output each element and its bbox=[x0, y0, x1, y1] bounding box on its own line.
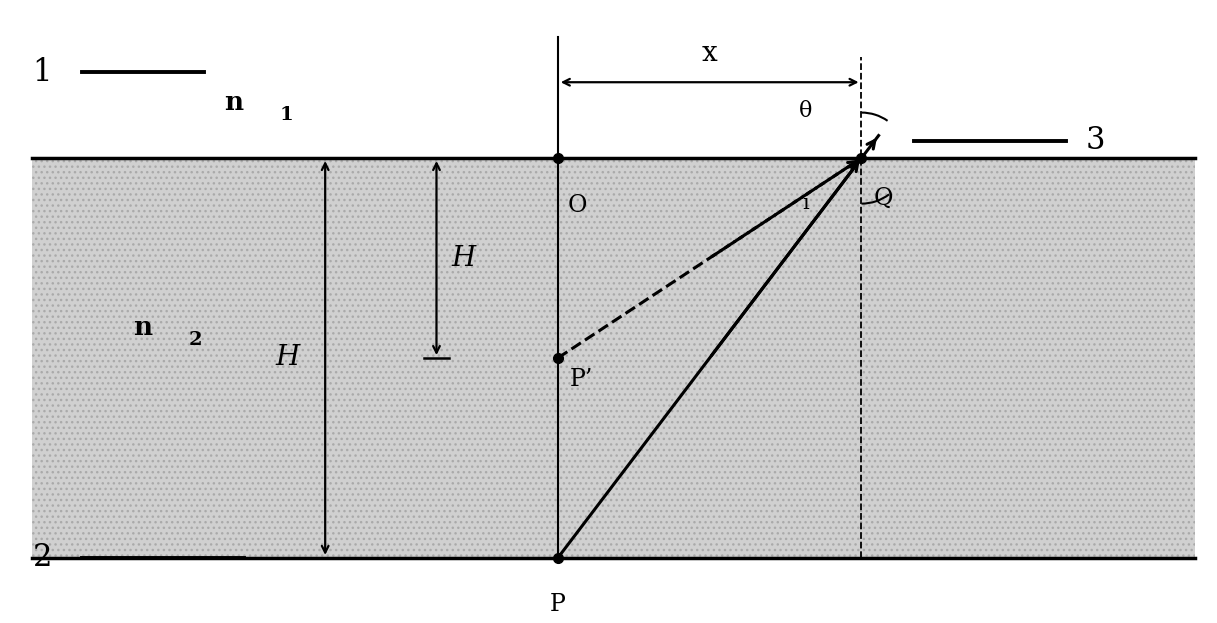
Text: P’: P’ bbox=[570, 368, 594, 391]
Text: O: O bbox=[568, 194, 588, 217]
Text: 2: 2 bbox=[33, 542, 52, 573]
Text: θ: θ bbox=[800, 100, 813, 121]
Text: H: H bbox=[452, 245, 476, 272]
Bar bbox=[32, 158, 1195, 558]
Text: Q: Q bbox=[874, 186, 893, 209]
Text: P: P bbox=[550, 593, 566, 616]
Text: i: i bbox=[802, 194, 809, 213]
Text: 1: 1 bbox=[280, 106, 293, 123]
Text: H: H bbox=[275, 345, 299, 371]
Text: 3: 3 bbox=[1086, 125, 1105, 156]
Bar bbox=[32, 158, 1195, 558]
Text: 2: 2 bbox=[189, 331, 202, 349]
Text: 1: 1 bbox=[33, 57, 52, 88]
Text: n: n bbox=[133, 315, 152, 340]
Text: n: n bbox=[224, 90, 243, 115]
Text: x: x bbox=[702, 40, 718, 67]
